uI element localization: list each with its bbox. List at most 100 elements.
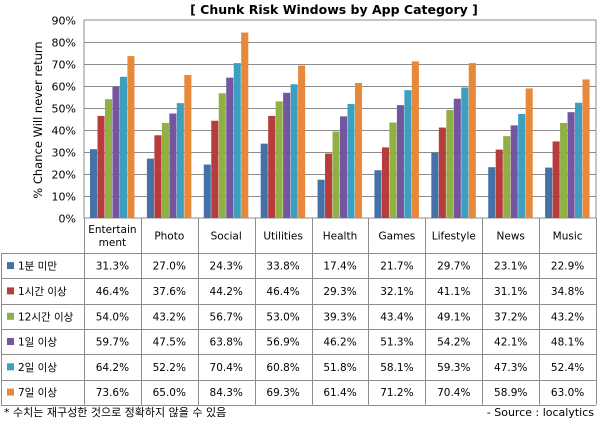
data-label: 47.3% (494, 362, 527, 374)
data-label: 52.2% (153, 362, 186, 374)
bar (127, 56, 135, 218)
data-label: 43.2% (551, 311, 584, 323)
x-tick-label: Social (211, 231, 242, 243)
bar (119, 76, 128, 218)
bar (298, 65, 306, 218)
bar (290, 84, 298, 219)
bar (354, 82, 363, 218)
data-label: 43.2% (153, 311, 186, 323)
bar (389, 122, 397, 218)
data-label: 51.8% (323, 362, 356, 374)
bar (176, 103, 184, 218)
data-label: 39.3% (323, 311, 356, 323)
data-label: 61.4% (323, 387, 356, 399)
bar (582, 79, 590, 219)
data-label: 21.7% (380, 261, 413, 273)
data-label: 48.1% (551, 337, 584, 349)
data-label: 42.1% (494, 337, 527, 349)
data-label: 70.4% (437, 387, 470, 399)
bar (404, 90, 412, 218)
bar (241, 32, 249, 218)
bar (325, 153, 333, 218)
data-label: 54.2% (437, 337, 470, 349)
data-label: 63.0% (551, 387, 584, 399)
plot-area: 0% 10% 20% 30% 40% 50% 60% 70% 80% 90% (52, 15, 597, 226)
bar (317, 179, 325, 218)
data-label: 32.1% (380, 286, 413, 298)
legend-swatch (7, 312, 14, 320)
data-label: 43.4% (380, 311, 413, 323)
data-label: 17.4% (323, 261, 356, 273)
data-label: 58.9% (494, 387, 527, 399)
bar (560, 122, 568, 218)
data-label: 34.8% (551, 286, 584, 298)
x-tick-label: Entertain (88, 224, 136, 236)
data-label: 58.1% (380, 362, 413, 374)
data-label: 46.4% (266, 286, 299, 298)
data-label: 46.4% (96, 286, 129, 298)
data-label: 64.2% (96, 362, 129, 374)
data-label: 44.2% (210, 286, 243, 298)
bar (575, 102, 583, 218)
data-label: 56.9% (266, 337, 299, 349)
bar (184, 75, 192, 218)
bar (374, 170, 382, 218)
y-tick-label: 40% (52, 125, 76, 138)
y-tick-label: 20% (52, 169, 76, 182)
data-label: 23.1% (494, 261, 527, 273)
bar (161, 122, 169, 218)
data-label: 70.4% (210, 362, 243, 374)
data-label: 27.0% (153, 261, 186, 273)
x-tick-label: Photo (154, 231, 184, 243)
data-label: 60.8% (266, 362, 299, 374)
bar (552, 141, 560, 218)
bar (396, 105, 404, 218)
data-label: 22.9% (551, 261, 584, 273)
bar (503, 136, 511, 218)
bar (411, 61, 419, 218)
legend-label: 7일 이상 (18, 386, 57, 399)
legend-swatch (7, 363, 14, 371)
x-tick-label: Music (553, 231, 583, 243)
data-label: 54.0% (96, 311, 129, 323)
bar (233, 63, 241, 219)
y-tick-label: 50% (52, 103, 76, 116)
bar (275, 101, 283, 218)
bar (340, 116, 348, 218)
data-label: 53.0% (266, 311, 299, 323)
legend-label: 1시간 이상 (18, 286, 67, 298)
data-label: 71.2% (380, 387, 413, 399)
bar (332, 131, 340, 218)
bar (260, 143, 268, 218)
x-tick-label: Health (323, 231, 357, 243)
data-label: 47.5% (153, 337, 186, 349)
legend-label: 12시간 이상 (18, 311, 74, 323)
data-label: 29.3% (323, 286, 356, 298)
data-label: 63.8% (210, 337, 243, 349)
x-tick-label: ment (99, 237, 126, 249)
bar (203, 164, 211, 218)
data-label: 51.3% (380, 337, 413, 349)
data-label: 52.4% (551, 362, 584, 374)
legend-label: 2일 이상 (18, 361, 57, 374)
data-label: 46.2% (323, 337, 356, 349)
data-label: 24.3% (210, 261, 243, 273)
y-tick-label: 70% (52, 59, 76, 72)
data-label: 59.7% (96, 337, 129, 349)
legend-swatch (7, 388, 14, 396)
legend-swatch (7, 262, 14, 270)
x-tick-label: Utilities (263, 231, 303, 243)
bar (567, 112, 575, 218)
footnote: * 수치는 재구성한 것으로 정확하지 않을 수 있음 (4, 406, 227, 419)
y-tick-label: 60% (52, 81, 76, 94)
y-tick-label: 30% (52, 147, 76, 160)
data-label: 31.1% (494, 286, 527, 298)
data-label: 84.3% (210, 387, 243, 399)
bar (510, 125, 518, 218)
data-label: 33.8% (266, 261, 299, 273)
bar (381, 147, 390, 218)
bar (226, 77, 234, 218)
bar (146, 158, 154, 218)
data-label: 41.1% (437, 286, 470, 298)
bar (97, 115, 105, 218)
